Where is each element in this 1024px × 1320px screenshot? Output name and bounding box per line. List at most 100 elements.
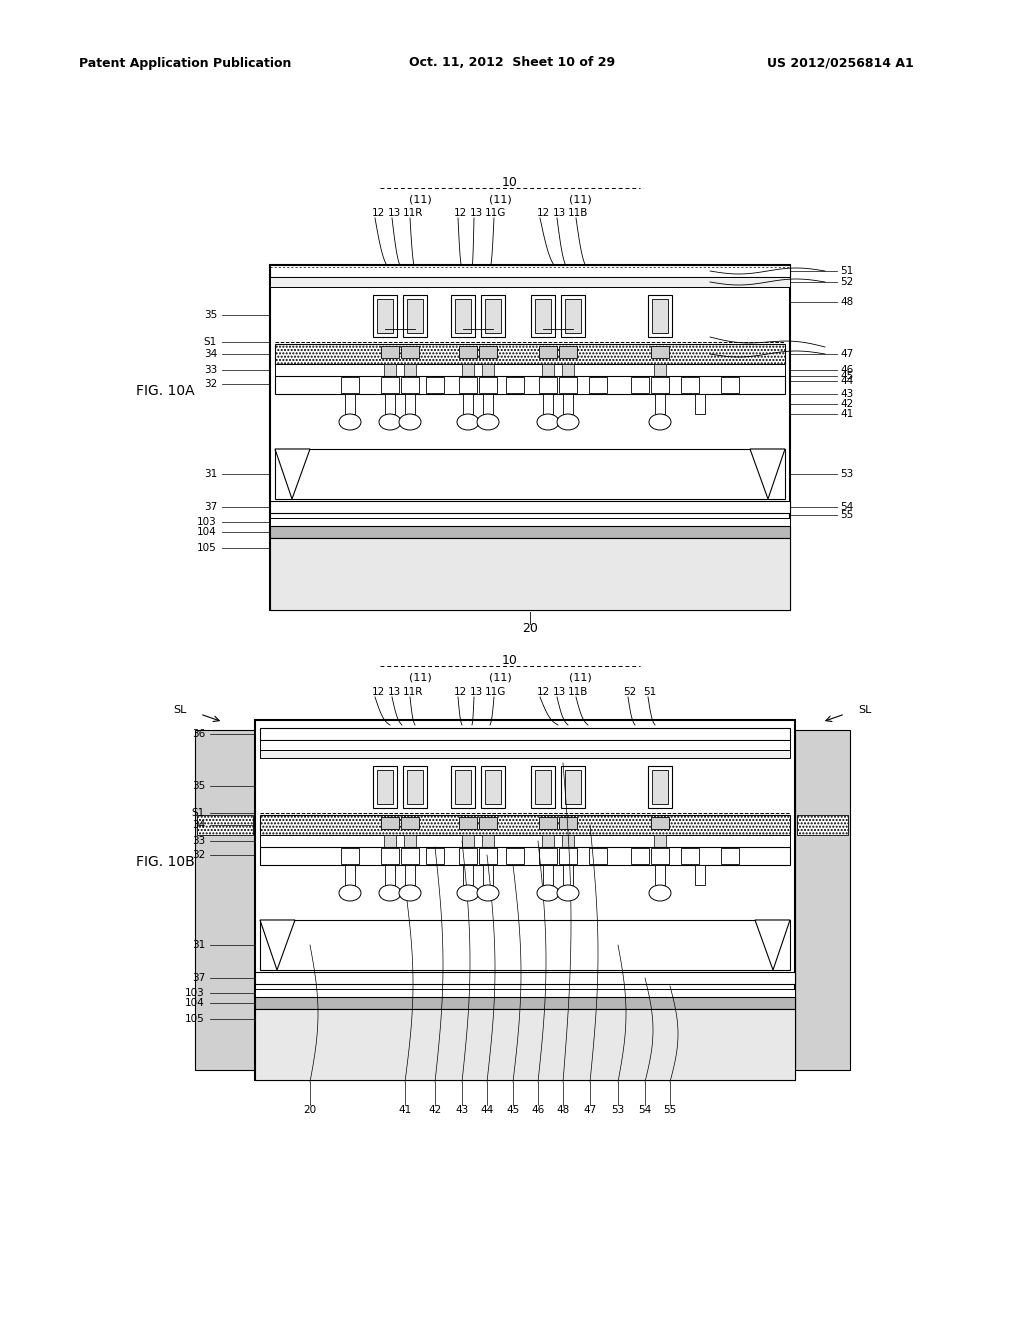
Text: 42: 42 bbox=[840, 399, 853, 409]
Bar bbox=[654, 364, 666, 376]
Ellipse shape bbox=[649, 414, 671, 430]
Bar bbox=[531, 766, 555, 808]
Bar bbox=[255, 1008, 795, 1080]
Text: (11): (11) bbox=[568, 195, 592, 205]
Text: 12: 12 bbox=[372, 686, 385, 697]
Bar bbox=[463, 393, 473, 414]
Text: 20: 20 bbox=[522, 622, 538, 635]
Bar bbox=[485, 770, 501, 804]
Bar bbox=[539, 817, 557, 829]
Bar bbox=[721, 847, 739, 865]
Ellipse shape bbox=[649, 884, 671, 902]
Bar bbox=[562, 364, 574, 376]
Ellipse shape bbox=[379, 414, 401, 430]
Bar bbox=[401, 847, 419, 865]
Text: 11R: 11R bbox=[402, 209, 423, 218]
Bar bbox=[479, 346, 497, 358]
Bar bbox=[462, 836, 474, 847]
Text: 103: 103 bbox=[198, 517, 217, 527]
Bar bbox=[561, 766, 585, 808]
Bar bbox=[561, 294, 585, 337]
Bar bbox=[275, 376, 785, 393]
Bar bbox=[406, 865, 415, 884]
Ellipse shape bbox=[557, 414, 579, 430]
Text: 12: 12 bbox=[537, 686, 550, 697]
Ellipse shape bbox=[477, 414, 499, 430]
Text: 48: 48 bbox=[556, 1105, 569, 1115]
Text: 44: 44 bbox=[840, 376, 853, 385]
Text: 20: 20 bbox=[303, 1105, 316, 1115]
Bar bbox=[377, 300, 393, 333]
Bar bbox=[255, 972, 795, 983]
Bar bbox=[385, 393, 395, 414]
Bar bbox=[270, 517, 790, 525]
Bar bbox=[381, 847, 399, 865]
Bar bbox=[270, 277, 790, 286]
Bar bbox=[695, 393, 705, 414]
Text: (11): (11) bbox=[409, 673, 431, 682]
Bar bbox=[795, 730, 850, 1071]
Bar bbox=[543, 865, 553, 884]
Text: S1: S1 bbox=[204, 337, 217, 347]
Bar bbox=[270, 265, 790, 610]
Bar bbox=[483, 393, 493, 414]
Text: 11G: 11G bbox=[485, 209, 507, 218]
Bar bbox=[483, 865, 493, 884]
Bar bbox=[539, 847, 557, 865]
Bar bbox=[542, 364, 554, 376]
Bar bbox=[721, 378, 739, 393]
Text: 104: 104 bbox=[185, 998, 205, 1008]
Text: 13: 13 bbox=[552, 686, 565, 697]
Bar bbox=[373, 294, 397, 337]
Text: 47: 47 bbox=[584, 1105, 597, 1115]
Bar bbox=[648, 294, 672, 337]
Text: 13: 13 bbox=[469, 209, 482, 218]
Bar bbox=[260, 814, 790, 836]
Bar bbox=[462, 364, 474, 376]
Bar bbox=[451, 294, 475, 337]
Text: 44: 44 bbox=[480, 1105, 494, 1115]
Bar bbox=[197, 814, 253, 836]
Bar bbox=[403, 766, 427, 808]
Bar bbox=[648, 766, 672, 808]
Bar bbox=[345, 865, 355, 884]
Bar bbox=[385, 865, 395, 884]
Ellipse shape bbox=[477, 884, 499, 902]
Bar bbox=[459, 847, 477, 865]
Bar bbox=[481, 294, 505, 337]
Bar bbox=[451, 766, 475, 808]
Text: S1: S1 bbox=[191, 808, 205, 818]
Text: 12: 12 bbox=[372, 209, 385, 218]
Text: (11): (11) bbox=[409, 195, 431, 205]
Bar bbox=[401, 817, 419, 829]
Bar bbox=[651, 378, 669, 393]
Ellipse shape bbox=[339, 884, 361, 902]
Text: 11G: 11G bbox=[485, 686, 507, 697]
Text: 54: 54 bbox=[840, 502, 853, 512]
Bar bbox=[539, 346, 557, 358]
Bar bbox=[559, 378, 577, 393]
Text: 11R: 11R bbox=[402, 686, 423, 697]
Bar bbox=[681, 378, 699, 393]
Bar bbox=[401, 346, 419, 358]
Bar bbox=[384, 364, 396, 376]
Text: 43: 43 bbox=[840, 389, 853, 399]
Bar bbox=[563, 865, 573, 884]
Text: 48: 48 bbox=[840, 297, 853, 308]
Text: 10: 10 bbox=[502, 176, 518, 189]
Bar bbox=[341, 378, 359, 393]
Text: FIG. 10A: FIG. 10A bbox=[136, 384, 195, 399]
Text: 46: 46 bbox=[840, 366, 853, 375]
Bar bbox=[506, 847, 524, 865]
Ellipse shape bbox=[399, 414, 421, 430]
Bar bbox=[543, 393, 553, 414]
Bar bbox=[559, 817, 577, 829]
Bar bbox=[401, 378, 419, 393]
Text: US 2012/0256814 A1: US 2012/0256814 A1 bbox=[767, 57, 913, 70]
Text: (11): (11) bbox=[568, 673, 592, 682]
Bar bbox=[652, 770, 668, 804]
Bar bbox=[381, 378, 399, 393]
Ellipse shape bbox=[557, 884, 579, 902]
Text: 41: 41 bbox=[398, 1105, 412, 1115]
Text: 12: 12 bbox=[537, 209, 550, 218]
